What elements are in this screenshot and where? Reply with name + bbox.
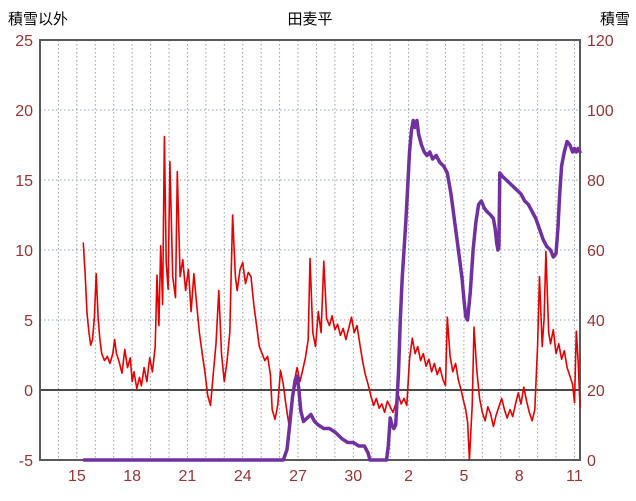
- x-axis-tick-label: 11: [566, 468, 583, 485]
- x-axis-tick-label: 5: [459, 468, 468, 485]
- right-axis-tick-label: 20: [587, 383, 605, 400]
- right-axis-tick-label: 60: [587, 243, 605, 260]
- left-axis-tick-label: 15: [15, 173, 33, 190]
- x-axis-tick-label: 2: [404, 468, 413, 485]
- chart-title: 田麦平: [287, 11, 333, 28]
- plot-frame: [39, 39, 581, 461]
- left-axis-tick-label: 5: [24, 313, 33, 330]
- right-axis-tick-label: 100: [587, 103, 614, 120]
- x-axis-tick-label: 8: [515, 468, 524, 485]
- left-axis-tick-label: -5: [19, 453, 33, 470]
- right-axis-title: 積雪: [599, 11, 630, 28]
- x-axis-tick-label: 27: [289, 468, 307, 485]
- left-axis-tick-label: 25: [15, 33, 33, 50]
- left-axis-title: 積雪以外: [8, 11, 69, 28]
- x-axis-tick-label: 21: [179, 468, 197, 485]
- right-axis-tick-label: 120: [587, 33, 614, 50]
- x-axis-tick-label: 30: [344, 468, 362, 485]
- left-axis-tick-label: 0: [24, 383, 33, 400]
- x-axis-tick-label: 24: [234, 468, 252, 485]
- left-axis-tick-label: 20: [15, 103, 33, 120]
- x-axis-tick-label: 18: [123, 468, 141, 485]
- x-axis-tick-label: 15: [68, 468, 86, 485]
- right-axis-tick-label: 80: [587, 173, 605, 190]
- right-axis-tick-label: 0: [587, 453, 596, 470]
- series-line-purple: [82, 118, 582, 462]
- right-axis-tick-label: 40: [587, 313, 605, 330]
- series-line-red: [82, 135, 581, 461]
- left-axis-tick-label: 10: [15, 243, 33, 260]
